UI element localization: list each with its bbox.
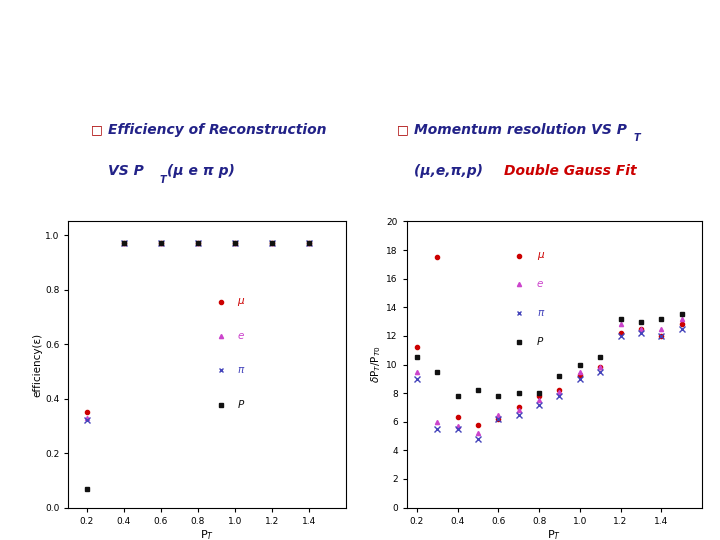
Text: □: □ [397,123,409,136]
Text: VS P: VS P [108,164,144,178]
Text: e: e [536,279,543,289]
X-axis label: P$_T$: P$_T$ [200,529,214,540]
Text: Momentum resolution VS P: Momentum resolution VS P [414,123,627,137]
Text: □: □ [91,123,103,136]
Text: (μ e π p): (μ e π p) [167,164,235,178]
Text: P: P [238,400,244,409]
X-axis label: P$_T$: P$_T$ [547,529,562,540]
Text: T: T [160,176,166,185]
Text: $\pi$: $\pi$ [536,308,545,318]
Text: $\mu$: $\mu$ [238,295,246,308]
Text: P: P [536,336,543,347]
Text: $\mu$: $\mu$ [536,249,545,262]
Y-axis label: $\delta$P$_T$/P$_{T0}$: $\delta$P$_T$/P$_{T0}$ [369,346,384,383]
Text: $\pi$: $\pi$ [238,365,246,375]
Text: (μ,e,π,p): (μ,e,π,p) [414,164,488,178]
Text: Double Gauss Fit: Double Gauss Fit [504,164,636,178]
Text: T: T [634,133,640,143]
Text: Efficiency of Reconstruction: Efficiency of Reconstruction [108,123,326,137]
Y-axis label: efficiency(ε): efficiency(ε) [32,333,42,396]
Text: e: e [238,331,244,341]
